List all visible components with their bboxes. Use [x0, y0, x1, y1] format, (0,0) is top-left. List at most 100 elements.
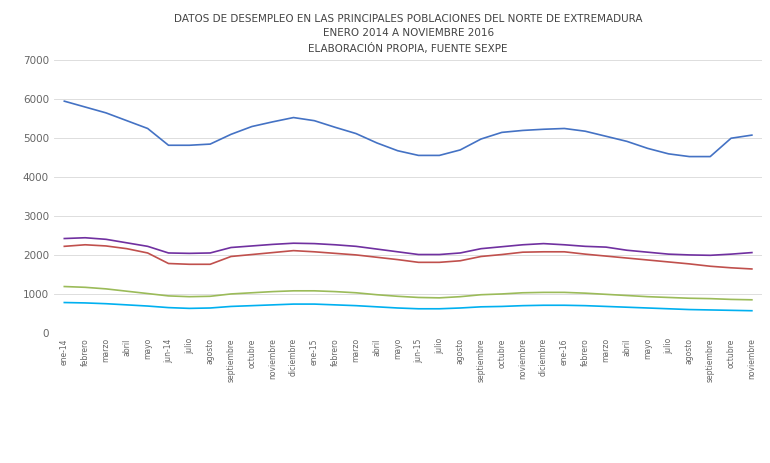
CORIA	[539, 249, 548, 255]
PLASENCIA	[310, 118, 319, 124]
Line: CORIA: CORIA	[65, 245, 752, 269]
PLASENCIA	[330, 125, 340, 130]
CORIA	[185, 262, 194, 267]
MORALEJA	[601, 292, 611, 297]
MORALEJA	[518, 290, 527, 295]
PLASENCIA	[247, 124, 256, 129]
MORALEJA	[560, 290, 569, 295]
JARAIZ	[185, 306, 194, 311]
MORALEJA	[539, 290, 548, 295]
NAVALMORAL	[226, 245, 236, 250]
JARAIZ	[226, 304, 236, 309]
PLASENCIA	[518, 128, 527, 133]
PLASENCIA	[622, 138, 631, 144]
CORIA	[435, 260, 444, 265]
NAVALMORAL	[102, 237, 111, 242]
NAVALMORAL	[122, 240, 132, 245]
NAVALMORAL	[456, 250, 465, 256]
CORIA	[414, 260, 424, 265]
NAVALMORAL	[60, 236, 69, 241]
JARAIZ	[351, 303, 360, 308]
PLASENCIA	[206, 141, 215, 147]
MORALEJA	[164, 293, 173, 299]
JARAIZ	[622, 305, 631, 310]
Line: MORALEJA: MORALEJA	[65, 287, 752, 300]
CORIA	[351, 252, 360, 258]
JARAIZ	[122, 302, 132, 307]
PLASENCIA	[477, 136, 486, 142]
PLASENCIA	[456, 147, 465, 153]
Title: DATOS DE DESEMPLEO EN LAS PRINCIPALES POBLACIONES DEL NORTE DE EXTREMADURA
ENERO: DATOS DE DESEMPLEO EN LAS PRINCIPALES PO…	[174, 14, 642, 54]
PLASENCIA	[601, 133, 611, 139]
JARAIZ	[581, 303, 590, 308]
PLASENCIA	[143, 125, 152, 131]
PLASENCIA	[685, 154, 694, 159]
JARAIZ	[414, 306, 424, 312]
CORIA	[664, 259, 673, 265]
NAVALMORAL	[622, 247, 631, 253]
NAVALMORAL	[435, 252, 444, 257]
NAVALMORAL	[268, 242, 277, 247]
NAVALMORAL	[518, 242, 527, 248]
JARAIZ	[539, 302, 548, 308]
CORIA	[102, 243, 111, 249]
MORALEJA	[456, 294, 465, 300]
JARAIZ	[206, 305, 215, 311]
CORIA	[372, 255, 381, 260]
JARAIZ	[705, 307, 715, 313]
MORALEJA	[330, 289, 340, 294]
MORALEJA	[226, 291, 236, 297]
CORIA	[60, 244, 69, 249]
NAVALMORAL	[81, 235, 90, 241]
CORIA	[456, 258, 465, 263]
MORALEJA	[643, 294, 652, 300]
PLASENCIA	[122, 118, 132, 124]
JARAIZ	[477, 304, 486, 310]
MORALEJA	[581, 290, 590, 296]
MORALEJA	[60, 284, 69, 289]
PLASENCIA	[226, 131, 236, 137]
JARAIZ	[102, 301, 111, 307]
JARAIZ	[268, 302, 277, 307]
CORIA	[497, 252, 507, 257]
MORALEJA	[747, 297, 756, 303]
JARAIZ	[393, 305, 402, 311]
JARAIZ	[726, 307, 735, 313]
PLASENCIA	[81, 104, 90, 110]
PLASENCIA	[539, 126, 548, 132]
NAVALMORAL	[164, 250, 173, 256]
Line: NAVALMORAL: NAVALMORAL	[65, 238, 752, 255]
PLASENCIA	[60, 98, 69, 104]
MORALEJA	[351, 290, 360, 295]
PLASENCIA	[185, 143, 194, 148]
CORIA	[518, 250, 527, 255]
CORIA	[601, 253, 611, 259]
JARAIZ	[289, 301, 298, 307]
JARAIZ	[601, 304, 611, 309]
JARAIZ	[685, 307, 694, 313]
PLASENCIA	[705, 154, 715, 159]
CORIA	[143, 250, 152, 256]
NAVALMORAL	[351, 244, 360, 249]
NAVALMORAL	[143, 244, 152, 249]
PLASENCIA	[664, 151, 673, 156]
NAVALMORAL	[705, 252, 715, 258]
JARAIZ	[747, 308, 756, 313]
NAVALMORAL	[539, 241, 548, 246]
NAVALMORAL	[664, 251, 673, 257]
CORIA	[622, 255, 631, 261]
PLASENCIA	[414, 153, 424, 158]
PLASENCIA	[747, 132, 756, 138]
CORIA	[705, 263, 715, 269]
NAVALMORAL	[747, 250, 756, 256]
MORALEJA	[268, 289, 277, 294]
MORALEJA	[497, 291, 507, 297]
PLASENCIA	[393, 148, 402, 154]
JARAIZ	[372, 304, 381, 310]
JARAIZ	[560, 302, 569, 308]
NAVALMORAL	[372, 246, 381, 252]
MORALEJA	[185, 294, 194, 300]
PLASENCIA	[289, 115, 298, 120]
PLASENCIA	[102, 110, 111, 116]
MORALEJA	[477, 292, 486, 298]
